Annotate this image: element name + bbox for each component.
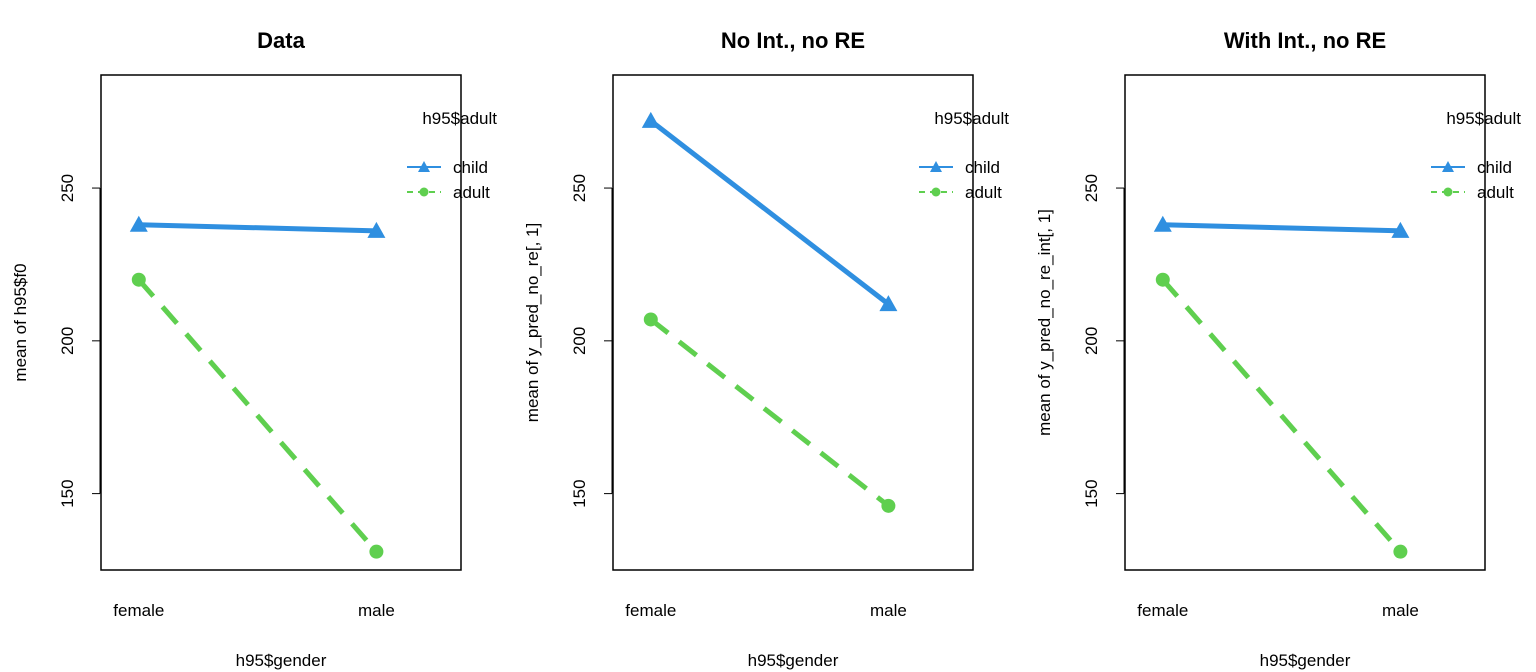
legend-label-child: child	[453, 158, 488, 177]
x-axis-label: h95$gender	[748, 651, 839, 670]
series-line-adult	[649, 317, 890, 508]
y-tick-label: 200	[1082, 327, 1101, 355]
legend-label-adult: adult	[1477, 183, 1514, 202]
data-point-child	[641, 111, 660, 128]
plot-area-frame	[100, 74, 462, 571]
y-tick-label: 150	[570, 479, 589, 507]
series-line-child	[1162, 222, 1401, 234]
series-line-child	[138, 222, 377, 234]
chart-title: Data	[257, 28, 305, 53]
legend-marker-adult	[931, 187, 941, 197]
x-axis-label: h95$gender	[236, 651, 327, 670]
x-tick-label: male	[870, 601, 907, 620]
plot-area-frame	[612, 74, 974, 571]
data-point-adult	[643, 312, 658, 327]
y-tick-label: 250	[1082, 174, 1101, 202]
legend-title: h95$adult	[934, 109, 1009, 128]
y-axis-label: mean of h95$f0	[11, 263, 30, 381]
chart-panel-1: Data 150 200 250 female male h95$gender mean of…	[11, 28, 497, 670]
y-tick-label: 150	[1082, 479, 1101, 507]
y-tick-label: 250	[570, 174, 589, 202]
legend-marker-child	[930, 161, 942, 172]
data-point-adult	[881, 498, 896, 513]
x-axis-label: h95$gender	[1260, 651, 1351, 670]
y-axis-label: mean of y_pred_no_re[, 1]	[523, 223, 542, 422]
legend-title: h95$adult	[1446, 109, 1521, 128]
data-point-child	[129, 215, 148, 232]
x-tick-label: female	[625, 601, 676, 620]
data-point-child	[1391, 221, 1410, 238]
series-line-child	[649, 118, 890, 307]
data-point-child	[1153, 215, 1172, 232]
chart-title: No Int., no RE	[721, 28, 865, 53]
x-tick-label: female	[1137, 601, 1188, 620]
data-point-child	[879, 295, 898, 312]
legend-marker-child	[418, 161, 430, 172]
data-point-adult	[1393, 544, 1408, 559]
y-tick-label: 250	[58, 174, 77, 202]
legend-marker-child	[1442, 161, 1454, 172]
legend-label-child: child	[1477, 158, 1512, 177]
x-tick-label: male	[1382, 601, 1419, 620]
series-line-adult	[1160, 278, 1403, 554]
y-tick-label: 150	[58, 479, 77, 507]
chart-title: With Int., no RE	[1224, 28, 1386, 53]
data-point-adult	[369, 544, 384, 559]
legend-label-adult: adult	[453, 183, 490, 202]
y-axis-label: mean of y_pred_no_re_int[, 1]	[1035, 209, 1054, 436]
y-tick-label: 200	[58, 327, 77, 355]
y-tick-label: 200	[570, 327, 589, 355]
data-point-child	[367, 221, 386, 238]
legend-marker-adult	[419, 187, 429, 197]
legend-title: h95$adult	[422, 109, 497, 128]
x-tick-label: male	[358, 601, 395, 620]
data-point-adult	[1155, 272, 1170, 287]
legend-marker-adult	[1443, 187, 1453, 197]
series-line-adult	[136, 278, 379, 554]
x-tick-label: female	[113, 601, 164, 620]
plot-area-frame	[1124, 74, 1486, 571]
chart-panel-2: No Int., no RE 150 200 250 female male h95$gen…	[523, 28, 1009, 670]
data-point-adult	[131, 272, 146, 287]
legend-label-adult: adult	[965, 183, 1002, 202]
legend-label-child: child	[965, 158, 1000, 177]
chart-panel-3: With Int., no RE 150 200 250 female male h95$g…	[1035, 28, 1521, 670]
